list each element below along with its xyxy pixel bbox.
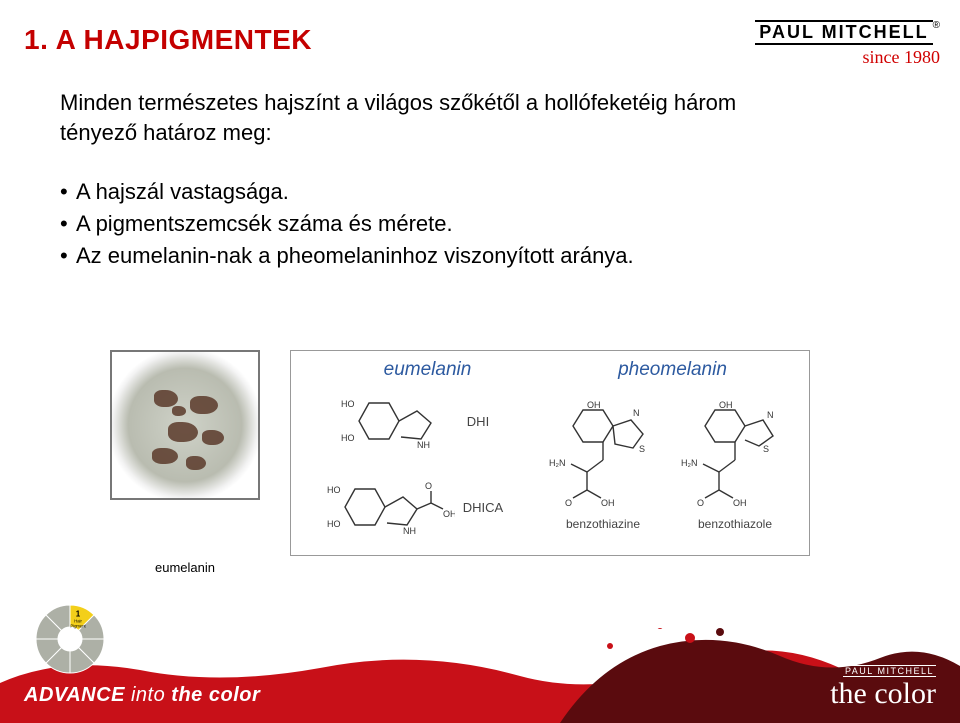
atom-label: OH	[733, 498, 747, 508]
microscope-wrap: eumelanin	[110, 350, 260, 575]
atom-label: OH	[719, 400, 733, 410]
chem-col-pheomelanin: OH N S H₂N O OH benzothiazine	[543, 391, 795, 539]
molecule-benzothiazine: OH N S H₂N O OH benzothiazine	[543, 400, 663, 531]
molecule-svg: HO HO NH O OH	[325, 475, 455, 539]
intro-text: Minden természetes hajszínt a világos sz…	[60, 88, 760, 147]
slide-title: 1. A HAJPIGMENTEK	[24, 24, 312, 56]
molecule-under-label: benzothiazine	[543, 517, 663, 531]
atom-label: N	[633, 408, 640, 418]
atom-label: HO	[341, 433, 355, 443]
bullet-item: A pigmentszemcsék száma és mérete.	[60, 208, 760, 240]
atom-label: H₂N	[549, 458, 566, 468]
brand-block: PAUL MITCHELL® since 1980	[755, 20, 940, 68]
atom-label: HO	[327, 485, 341, 495]
atom-label: HO	[341, 399, 355, 409]
atom-label: S	[763, 444, 769, 454]
atom-label: O	[565, 498, 572, 508]
brand-name: PAUL MITCHELL	[755, 20, 932, 45]
atom-label: OH	[601, 498, 615, 508]
footer-thecolor: the color	[171, 684, 260, 706]
atom-label: OH	[587, 400, 601, 410]
brand-since: since 1980	[755, 47, 940, 68]
microscope-image	[110, 350, 260, 500]
molecule-benzothiazole: OH N S H₂N O OH benzothiazole	[675, 400, 795, 531]
atom-label: O	[697, 498, 704, 508]
chemistry-box: eumelanin pheomelanin HO HO NH	[290, 350, 810, 556]
chem-header-pheomelanin: pheomelanin	[550, 359, 795, 381]
bullet-item: Az eumelanin-nak a pheomelaninhoz viszon…	[60, 240, 760, 272]
chem-grid: HO HO NH DHI	[305, 391, 795, 539]
molecule-dhica: HO HO NH O OH DHICA	[325, 475, 503, 539]
atom-label: NH	[417, 440, 430, 450]
molecule-svg: HO HO NH	[339, 391, 459, 451]
splatter-bg	[0, 628, 960, 723]
atom-label: HO	[327, 519, 341, 529]
bullet-item: A hajszál vastagsága.	[60, 176, 760, 208]
atom-label: O	[425, 481, 432, 491]
atom-label: S	[639, 444, 645, 454]
chem-col-eumelanin: HO HO NH DHI	[305, 391, 523, 539]
footer-brand-small: PAUL MITCHELL	[843, 665, 936, 677]
atom-label: OH	[443, 509, 455, 519]
chem-header-eumelanin: eumelanin	[305, 359, 550, 381]
svg-text:1: 1	[76, 610, 81, 619]
atom-label: H₂N	[681, 458, 698, 468]
microscope-caption: eumelanin	[110, 560, 260, 575]
molecule-under-label: benzothiazole	[675, 517, 795, 531]
footer-advance: ADVANCE	[24, 684, 125, 706]
footer: 1HairPigment ADVANCE into the color PAUL…	[0, 628, 960, 723]
chem-headers: eumelanin pheomelanin	[305, 359, 795, 381]
svg-text:Pigment: Pigment	[70, 624, 86, 629]
molecule-svg: OH N S H₂N O OH	[543, 400, 663, 510]
molecule-label: DHICA	[463, 500, 503, 515]
atom-label: NH	[403, 526, 416, 536]
molecule-svg: OH N S H₂N O OH	[675, 400, 795, 510]
atom-label: N	[767, 410, 774, 420]
figure-row: eumelanin eumelanin pheomelanin HO	[110, 350, 810, 575]
molecule-dhi: HO HO NH DHI	[339, 391, 489, 451]
footer-brand-script: the color	[830, 679, 936, 709]
molecule-label: DHI	[467, 414, 489, 429]
footer-right-logo: PAUL MITCHELL the color	[830, 661, 936, 709]
footer-into: into	[131, 684, 165, 706]
footer-left-text: ADVANCE into the color	[24, 684, 260, 707]
brand-reg: ®	[933, 20, 940, 31]
progress-wheel-icon: 1HairPigment	[34, 603, 106, 675]
bullet-list: A hajszál vastagsága. A pigmentszemcsék …	[60, 176, 760, 272]
